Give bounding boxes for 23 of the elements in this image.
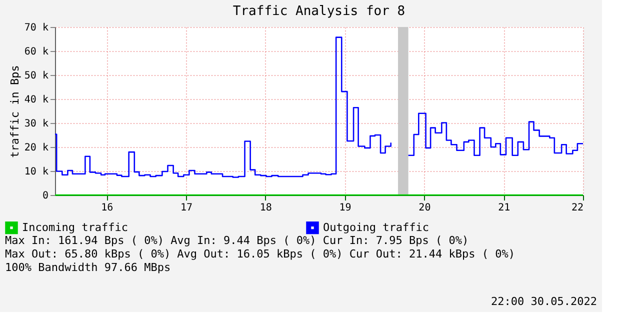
- y-tick-label: 50 k: [24, 70, 48, 82]
- x-tick-label: 17: [180, 202, 193, 214]
- y-tick-label: 70 k: [24, 22, 48, 34]
- y-tick-label: 30 k: [24, 118, 48, 130]
- x-tick-label: 19: [339, 202, 352, 214]
- text: Max Out: 65.80 kBps ( 0%) Avg Out: 16.05 kBps ( 0%) Cur Out: 21.44 kBps ( 0%): [5, 248, 515, 260]
- y-tick-label: 20 k: [24, 142, 48, 154]
- y-tick-label: 60 k: [24, 46, 48, 58]
- legend-label: Outgoing traffic: [323, 220, 429, 234]
- text: 100% Bandwidth 97.66 MBps: [5, 261, 171, 274]
- y-tick-label: 40 k: [24, 94, 48, 106]
- y-tick-label: 10 k: [24, 166, 48, 178]
- x-tick-label: 22: [571, 202, 584, 214]
- text: 22:00 30.05.2022: [491, 294, 597, 308]
- legend-label: Incoming traffic: [22, 220, 128, 234]
- x-tick-label: 21: [498, 202, 510, 214]
- text: Max In: 161.94 Bps ( 0%) Avg In: 9.44 Bps ( 0%) Cur In: 7.95 Bps ( 0%): [5, 234, 469, 247]
- x-tick-label: 20: [418, 202, 431, 214]
- chart-title: Traffic Analysis for 8: [232, 4, 406, 19]
- y-axis-title: traffic in Bps: [8, 65, 22, 158]
- y-tick-label: 0: [42, 190, 48, 202]
- x-tick-label: 16: [101, 202, 114, 214]
- x-tick-label: 18: [260, 202, 272, 214]
